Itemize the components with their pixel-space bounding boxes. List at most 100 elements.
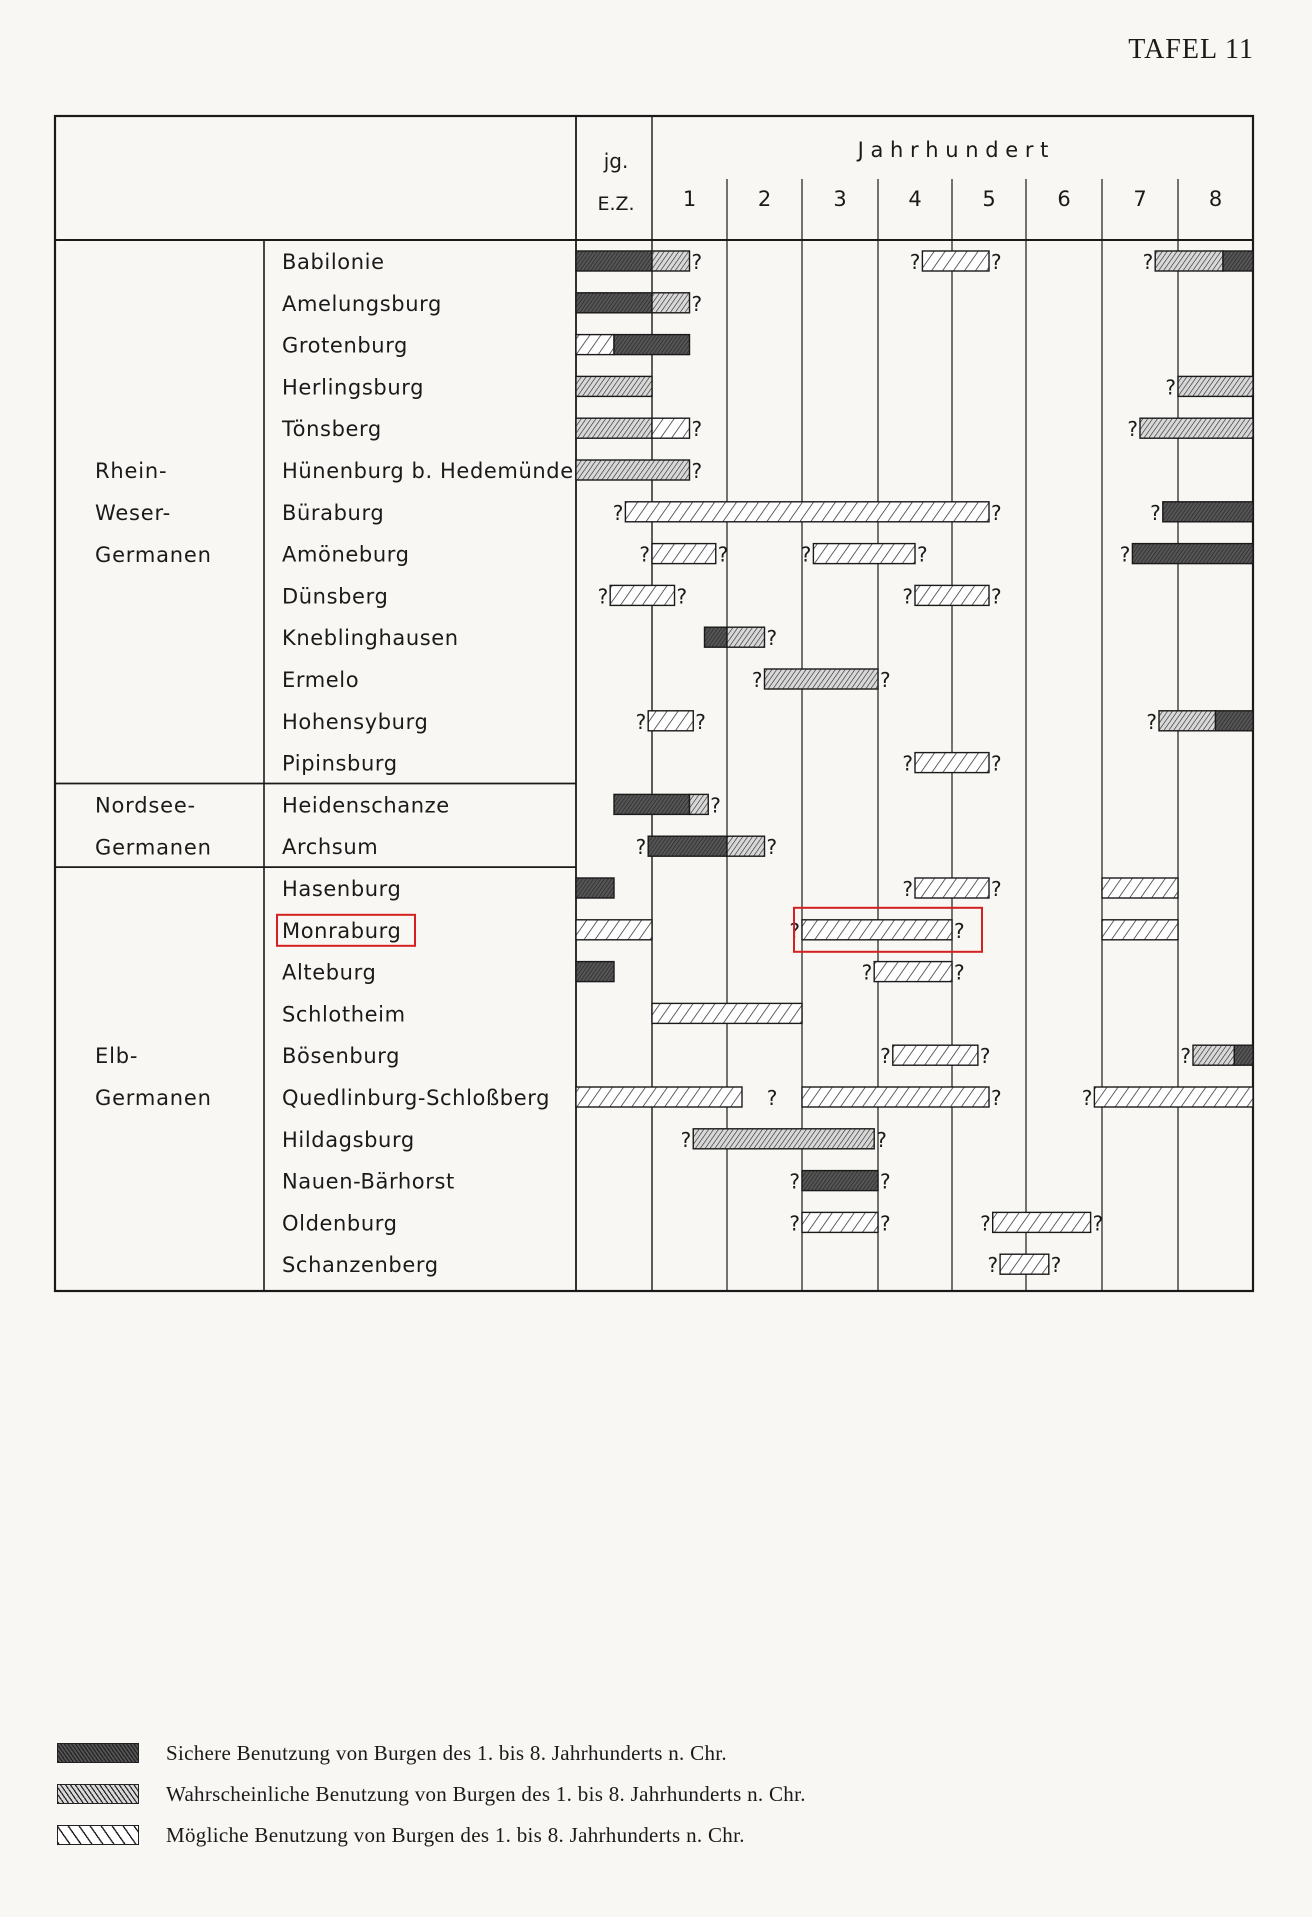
bar-segment-possible xyxy=(999,1253,1050,1275)
question-mark: ? xyxy=(1143,250,1154,274)
question-mark: ? xyxy=(636,835,647,859)
bar-segment-possible xyxy=(624,501,990,523)
bar-segment-possible xyxy=(914,751,990,774)
question-mark: ? xyxy=(880,1211,891,1235)
header-first-column-line: E.Z. xyxy=(597,193,634,215)
bar: ?? xyxy=(681,1128,887,1152)
question-mark: ? xyxy=(695,710,706,734)
question-mark: ? xyxy=(613,501,624,525)
bar xyxy=(651,1002,803,1025)
bar-segment-possible xyxy=(873,960,953,983)
bar-segment-probable xyxy=(575,417,653,439)
question-mark: ? xyxy=(789,1170,800,1194)
bar: ?? xyxy=(598,584,688,608)
bar: ?? xyxy=(789,1170,890,1194)
legend-label: Sichere Benutzung von Burgen des 1. bis … xyxy=(166,1741,727,1765)
table-header: jg. E.Z. J a h r h u n d e r t 1 2 3 4 5 6 7 8 xyxy=(597,138,1222,215)
bar-segment-sure xyxy=(1131,542,1254,565)
question-mark: ? xyxy=(639,543,650,567)
bar-segment-possible xyxy=(992,1211,1092,1234)
header-century-7: 7 xyxy=(1133,187,1146,211)
bar: ?? xyxy=(910,250,1002,274)
row-name: Schanzenberg xyxy=(282,1253,439,1277)
question-mark: ? xyxy=(991,752,1002,776)
bar: ?? xyxy=(636,710,706,734)
group-label-line: Germanen xyxy=(95,543,212,567)
question-mark: ? xyxy=(954,961,965,985)
bar-segment-sure xyxy=(1214,710,1254,732)
question-mark: ? xyxy=(752,668,763,692)
question-mark: ? xyxy=(767,835,778,859)
bar-segment-possible xyxy=(575,1086,743,1108)
bar: ?? xyxy=(980,1211,1103,1235)
bar: ? xyxy=(575,417,703,441)
bar-segment-probable xyxy=(763,668,879,690)
bar xyxy=(575,1086,743,1108)
bar-segment-sure xyxy=(1222,250,1254,272)
question-mark: ? xyxy=(801,543,812,567)
bar-segment-possible xyxy=(914,877,990,899)
bar-segment-probable xyxy=(1192,1044,1235,1066)
question-mark: ? xyxy=(880,1170,891,1194)
question-mark: ? xyxy=(902,584,913,608)
row-name: Ermelo xyxy=(282,668,359,692)
question-mark: ? xyxy=(681,1128,692,1152)
bar-segment-possible xyxy=(892,1044,979,1066)
legend-swatch-probable xyxy=(57,1784,139,1804)
bar-segment-sure xyxy=(575,960,615,983)
bar: ? xyxy=(1150,501,1254,525)
row-name: Monraburg xyxy=(282,919,401,943)
bar-segment-probable xyxy=(1139,417,1254,439)
plate-label: TAFEL 11 xyxy=(1128,34,1254,65)
bar-segment-probable xyxy=(726,835,766,857)
group-label-line: Germanen xyxy=(95,1086,212,1110)
name-highlight-box xyxy=(276,913,416,947)
row-name: Babilonie xyxy=(282,250,385,274)
group-label-line: Nordsee- xyxy=(95,793,196,817)
bar: ? xyxy=(575,292,703,316)
question-mark: ? xyxy=(902,752,913,776)
bar: ?? xyxy=(902,752,1001,776)
row-name: Heidenschanze xyxy=(282,793,450,817)
question-mark: ? xyxy=(991,250,1002,274)
question-mark: ? xyxy=(917,543,928,567)
bar-segment-sure xyxy=(703,626,728,648)
bar xyxy=(575,375,653,398)
group-label-line: Weser- xyxy=(95,501,171,525)
bar: ? xyxy=(1146,710,1254,734)
table-border xyxy=(53,114,1255,1293)
bar: ?? xyxy=(789,1211,890,1235)
question-mark: ? xyxy=(789,1211,800,1235)
bar: ? xyxy=(1120,542,1254,567)
bar-segment-possible xyxy=(609,584,676,607)
header-century-8: 8 xyxy=(1209,187,1222,211)
question-mark: ? xyxy=(692,292,703,316)
bar xyxy=(575,960,615,983)
group-label-line: Elb- xyxy=(95,1044,138,1068)
bar: ? xyxy=(613,793,721,817)
bar-segment-probable xyxy=(575,375,653,398)
bar: ? xyxy=(1082,1086,1254,1110)
bar-segment-possible xyxy=(647,710,694,732)
question-mark: ? xyxy=(692,417,703,441)
question-mark: ? xyxy=(598,584,609,608)
question-mark: ? xyxy=(692,459,703,483)
header-century-6: 6 xyxy=(1057,187,1070,211)
bar: ?? xyxy=(880,1044,990,1068)
question-mark: ? xyxy=(987,1253,998,1277)
bar-segment-sure xyxy=(613,333,691,356)
bar xyxy=(1101,877,1179,899)
bar-segment-possible xyxy=(921,250,990,272)
legend-swatch-sure xyxy=(57,1743,139,1763)
row-name: Alteburg xyxy=(282,961,376,985)
bar: ? xyxy=(801,1086,1002,1110)
bar-segment-sure xyxy=(575,292,653,314)
bar-segment-sure xyxy=(1233,1044,1254,1066)
bar-segment-possible xyxy=(575,919,653,941)
question-mark: ? xyxy=(910,250,921,274)
bar-segment-probable xyxy=(1154,250,1224,272)
bar: ?? xyxy=(801,543,928,567)
row-labels: Rhein- Weser- Germanen Nordsee- Germanen Elb-… xyxy=(95,250,587,1277)
bar-segment-probable xyxy=(688,793,709,816)
